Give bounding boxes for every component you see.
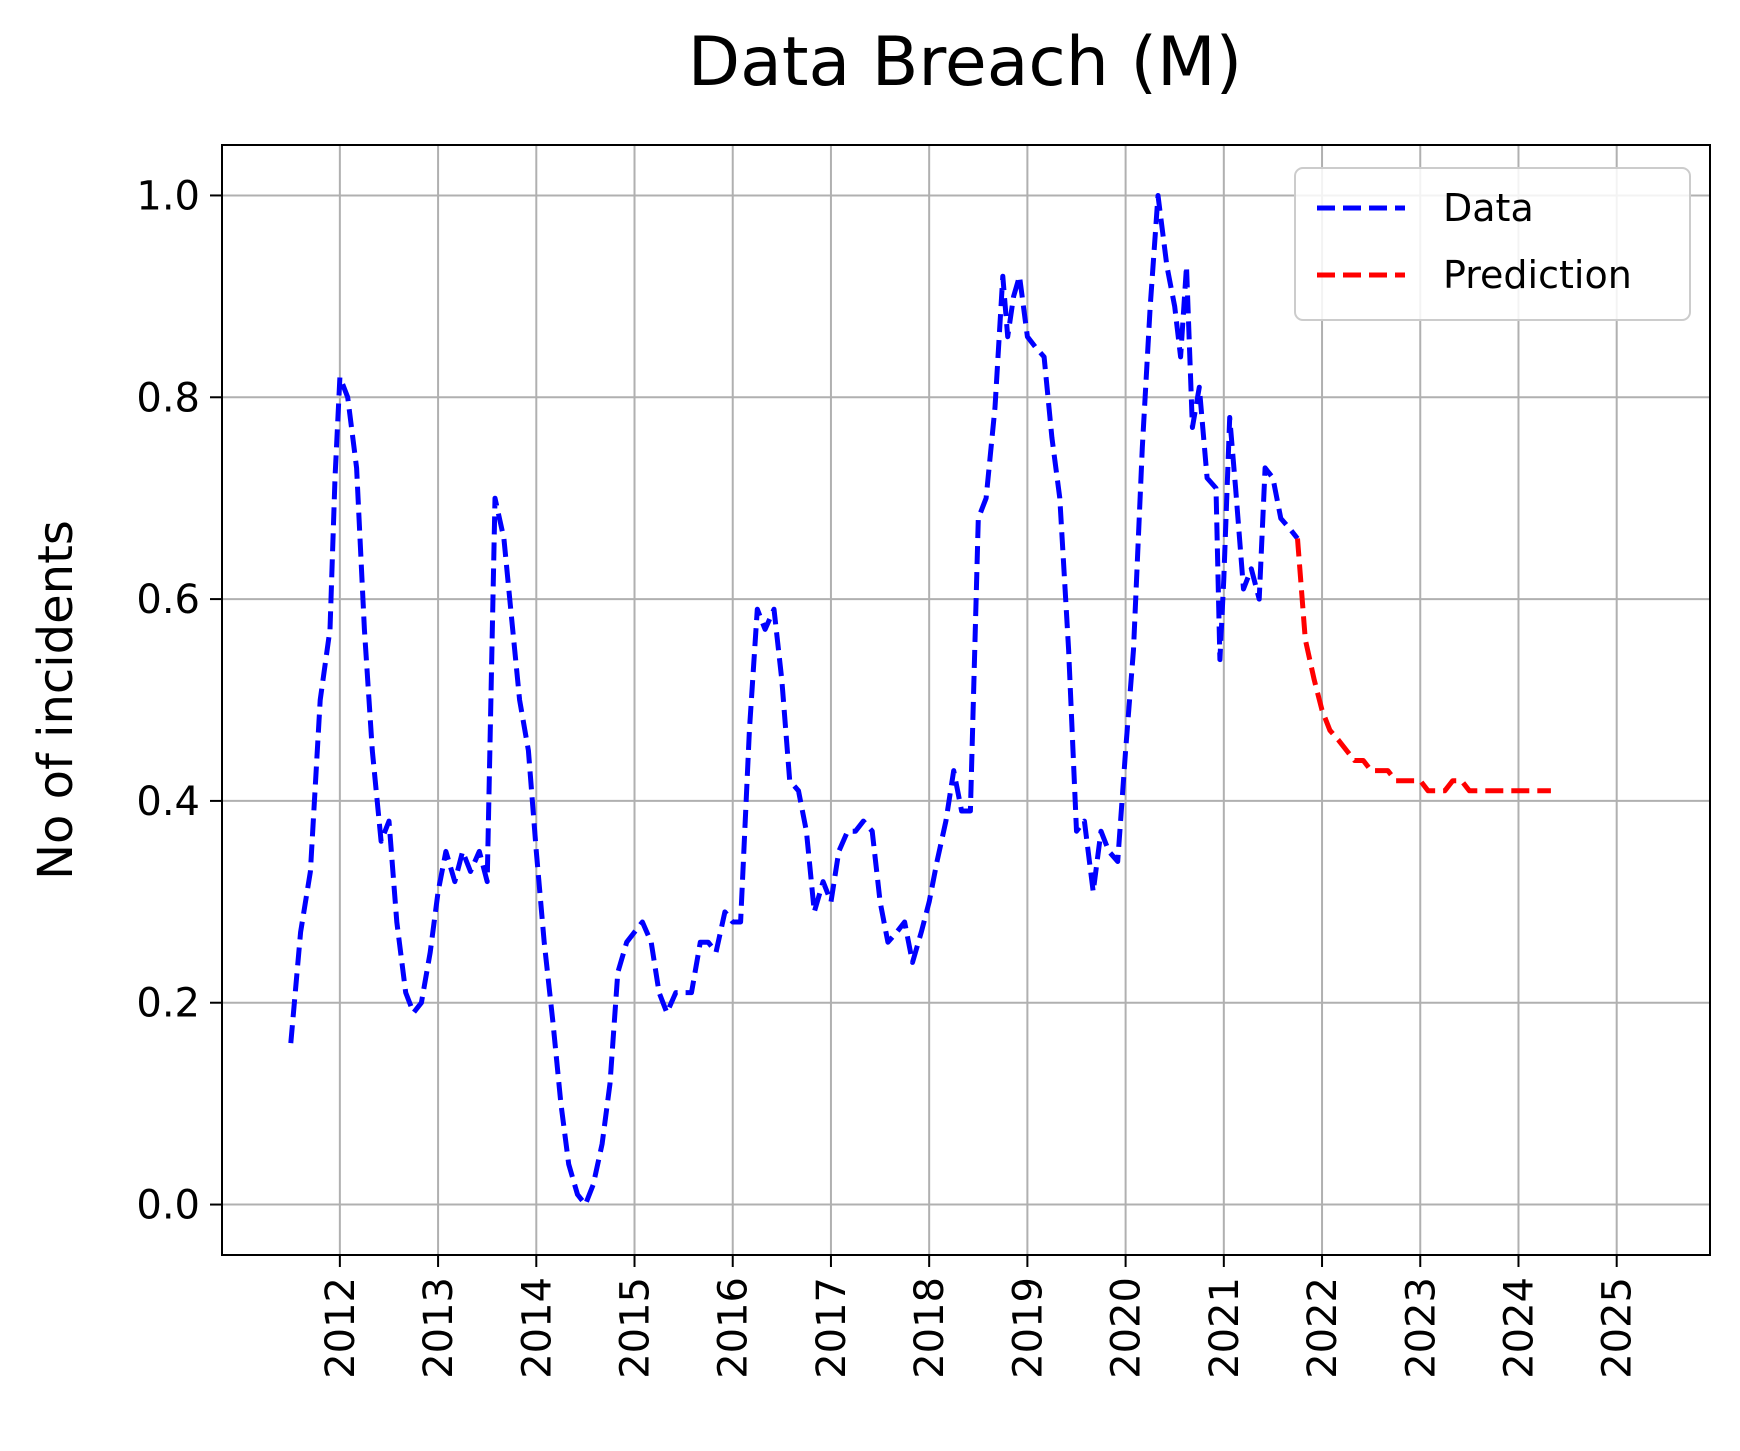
y-tick-label: 1.0 <box>136 173 200 219</box>
series-line-prediction <box>1295 538 1551 794</box>
chart-title: Data Breach (M) <box>688 23 1242 102</box>
x-tick-label: 2014 <box>514 1277 560 1379</box>
x-tick-label: 2013 <box>416 1277 462 1379</box>
axis-ticks: 2012 2013 2014 2015 2016 2017 2018 2019 2020 2021… <box>136 173 1640 1378</box>
x-tick-label: 2019 <box>1005 1277 1051 1379</box>
x-tick-label: 2016 <box>711 1277 757 1379</box>
x-tick-label: 2018 <box>907 1277 953 1379</box>
x-tick-label: 2017 <box>809 1277 855 1379</box>
legend-label: Data <box>1443 186 1534 230</box>
x-tick-label: 2020 <box>1104 1277 1150 1379</box>
legend: Data Prediction <box>1294 167 1691 321</box>
series-lines <box>288 193 1551 1207</box>
y-tick-label: 0.4 <box>136 779 200 825</box>
legend-label: Prediction <box>1443 253 1632 297</box>
y-axis-label: No of incidents <box>28 520 84 880</box>
y-tick-label: 0.2 <box>136 981 200 1027</box>
legend-box <box>1294 167 1691 321</box>
series-line-data <box>288 193 1300 1207</box>
x-tick-label: 2015 <box>613 1277 659 1379</box>
x-tick-label: 2012 <box>318 1277 364 1379</box>
y-tick-label: 0.8 <box>136 375 200 421</box>
x-tick-label: 2022 <box>1300 1277 1346 1379</box>
x-tick-label: 2023 <box>1398 1277 1444 1379</box>
y-tick-label: 0.0 <box>136 1183 200 1229</box>
grid-lines <box>222 145 1710 1255</box>
x-tick-label: 2024 <box>1496 1277 1542 1379</box>
x-tick-label: 2025 <box>1595 1277 1641 1379</box>
plot-area-frame <box>221 144 1711 1256</box>
x-tick-label: 2021 <box>1202 1277 1248 1379</box>
y-tick-label: 0.6 <box>136 577 200 623</box>
